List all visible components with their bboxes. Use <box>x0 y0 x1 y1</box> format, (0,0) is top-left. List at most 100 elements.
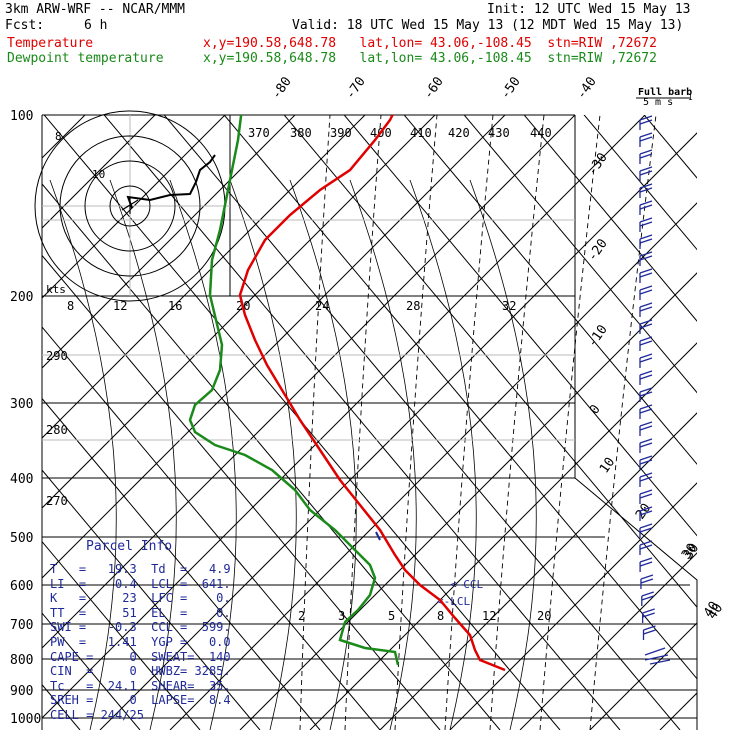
moist-adiabat-line <box>49 179 117 730</box>
storm-motion-mark <box>121 198 139 214</box>
pressure-tick-label: 100 <box>10 109 33 124</box>
wind-barb <box>640 574 654 580</box>
wind-barb <box>639 561 653 567</box>
hodograph-ring-label: 8 <box>55 130 62 143</box>
temperature-tick-label: 30 <box>681 541 702 562</box>
moist-adiabat-line <box>409 179 477 730</box>
wind-barb <box>641 595 655 601</box>
parcel-info-row: TT = 51 EL = 0. <box>50 605 231 620</box>
temperature-tick-label: -70 <box>343 74 369 102</box>
wind-barb <box>639 408 653 414</box>
isotherm-line <box>449 482 697 730</box>
wind-barb <box>639 234 653 240</box>
pressure-tick-label: 300 <box>10 397 33 412</box>
wind-barb <box>639 323 653 329</box>
theta-tick-label: 280 <box>46 423 68 437</box>
temperature-curve <box>238 115 506 672</box>
wind-barb <box>641 591 655 597</box>
mixing-ratio-label: 12 <box>482 609 496 623</box>
dry-adiabat-line <box>42 469 261 730</box>
temperature-tick-label: 0 <box>587 402 604 417</box>
moist-adiabat-line <box>229 179 297 730</box>
pressure-tick-label: 900 <box>10 684 33 699</box>
isotherm-line <box>42 115 156 229</box>
wind-barb <box>639 523 653 529</box>
parcel-info-row: PW = 1.41 YGP = 0.0 <box>50 635 231 649</box>
wind-barb <box>639 353 653 359</box>
dry-adiabat-line <box>463 115 697 394</box>
isotherm-line <box>589 622 697 730</box>
forecast-hour: 6 h <box>84 18 108 33</box>
moist-adiabat-line <box>469 179 537 730</box>
wind-barb <box>639 255 653 261</box>
wind-barb <box>639 391 653 397</box>
parcel-info-row: CIN = 0 HWBZ= 3285. <box>50 664 231 679</box>
isotherm-line <box>42 115 296 369</box>
mixing-ratio-line <box>589 115 657 730</box>
temperature-tick-label: -40 <box>574 74 600 102</box>
right-axis-line <box>574 477 698 730</box>
wind-barb <box>639 119 653 125</box>
parcel-info-row: Tc = 24.1 SHEAR= 35. <box>50 678 231 693</box>
theta-tick-label: 290 <box>46 349 68 363</box>
wind-barb <box>639 340 653 346</box>
theta-tick-label: 430 <box>488 126 510 140</box>
wind-barb <box>639 544 653 550</box>
mixing-ratio-line <box>539 115 601 730</box>
theta-tick-label: 420 <box>448 126 470 140</box>
theta-tick-label: 390 <box>330 126 352 140</box>
moist-adiabat-line <box>349 179 417 730</box>
wind-barb <box>639 357 653 363</box>
isotherm-line <box>730 110 740 730</box>
mixing-ratio-line <box>344 115 382 730</box>
forecast-label: Fcst: <box>5 18 45 33</box>
wind-barb <box>639 476 653 482</box>
theta-tick-label: 440 <box>530 126 552 140</box>
hodograph-ring <box>59 135 201 277</box>
wind-barb <box>639 540 653 546</box>
mixing-ratio-label: 2 <box>298 609 305 623</box>
wind-barb <box>639 221 653 227</box>
dry-adiabat-line <box>523 115 697 322</box>
temperature-tick-label: -60 <box>421 74 447 102</box>
hodograph-trace <box>126 154 216 209</box>
wind-barb <box>639 136 653 142</box>
moist-adiabat-line <box>169 179 237 730</box>
hodograph-ring <box>109 185 151 227</box>
parcel-info-row: T = 19.3 Td = 4.9 <box>50 562 231 576</box>
speed-tick-label: 8 <box>67 299 74 313</box>
dry-adiabat-line <box>42 254 441 730</box>
theta-tick-label: 270 <box>46 494 68 508</box>
wind-barb <box>639 438 653 444</box>
dry-adiabat-line <box>403 115 697 465</box>
wind-barb <box>639 149 653 155</box>
temperature-legend: Temperature <box>7 36 94 51</box>
isotherm-line <box>309 342 697 730</box>
dewpoint-location: x,y=190.58,648.78 lat,lon= 43.06,-108.45… <box>203 51 657 66</box>
mixing-ratio-label: 3 <box>338 609 345 623</box>
wind-barb <box>639 489 653 495</box>
wind-barb <box>639 166 653 172</box>
dry-adiabat-line <box>283 115 697 608</box>
moist-adiabat-line <box>109 179 177 730</box>
temperature-tick-label: -50 <box>498 74 524 102</box>
wind-barb <box>642 608 655 614</box>
dry-adiabat-line <box>0 110 20 730</box>
init-time: Init: 12 UTC Wed 15 May 13 <box>487 2 691 17</box>
speed-tick-label: 16 <box>168 299 182 313</box>
parcel-info-row: SREH = 0 LAPSE= 8.4 <box>50 693 231 708</box>
temperature-tick-label: 30 <box>679 541 700 562</box>
theta-tick-label: 370 <box>248 126 270 140</box>
wind-barb <box>639 336 653 342</box>
wind-barb <box>639 217 653 223</box>
wind-barb <box>639 421 653 427</box>
wind-barb <box>639 374 653 380</box>
isotherm-line <box>519 552 697 730</box>
isotherm-line <box>239 272 697 730</box>
pressure-tick-label: 500 <box>10 531 33 546</box>
mixing-ratio-line <box>299 115 331 730</box>
wind-barb <box>639 183 653 189</box>
temperature-tick-label: 20 <box>633 501 654 522</box>
valid-time: Valid: 18 UTC Wed 15 May 13 (12 MDT Wed … <box>292 18 684 33</box>
